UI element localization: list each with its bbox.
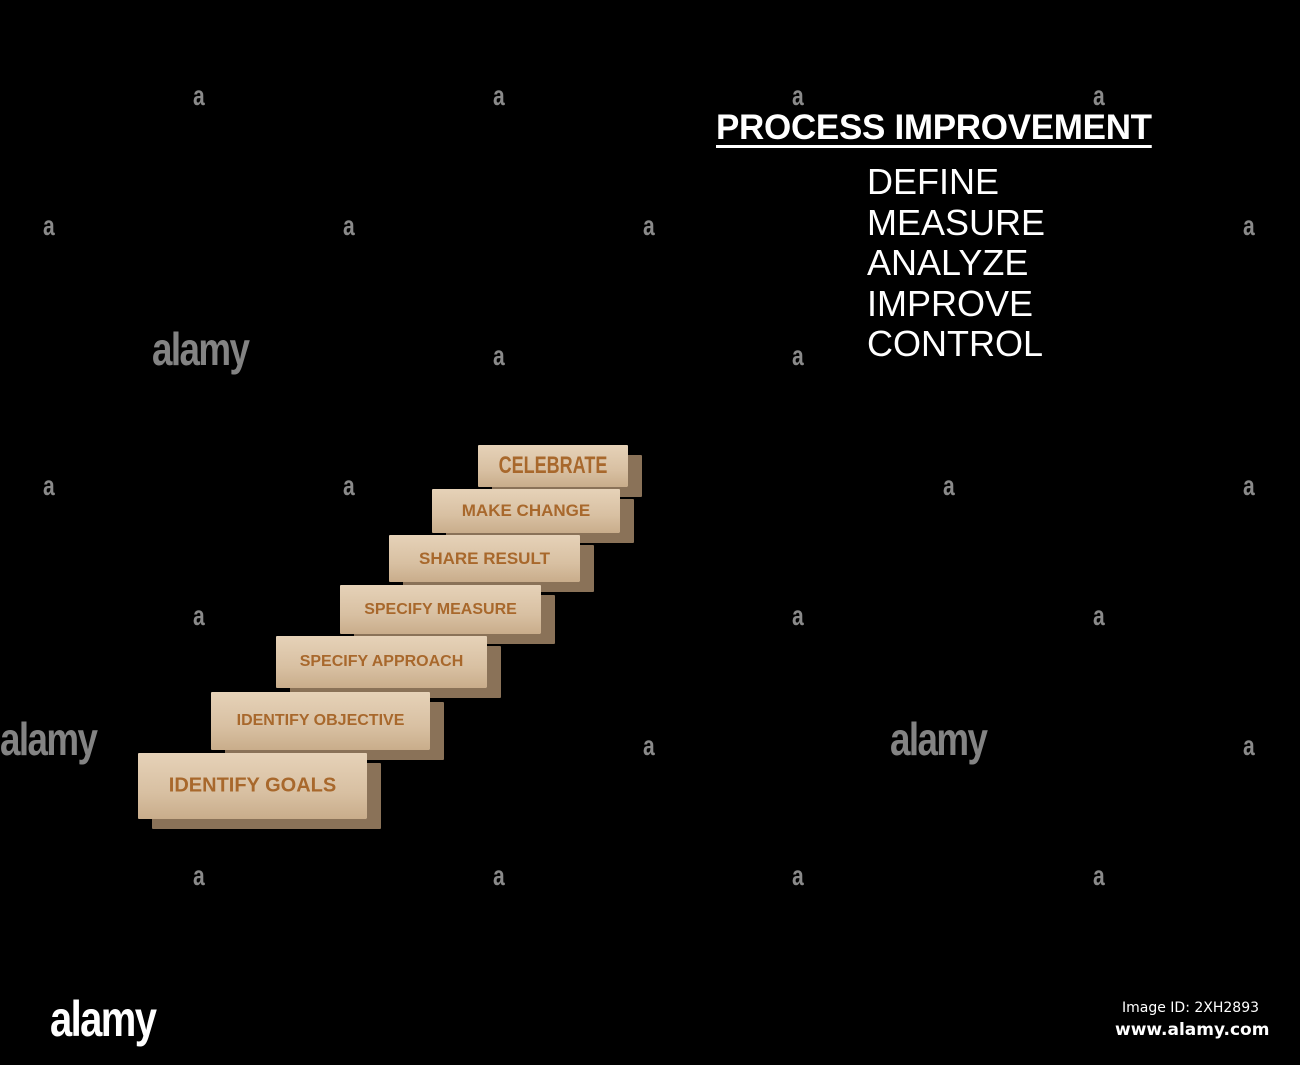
watermark-letter: a: [192, 860, 205, 891]
wooden-block: CELEBRATE: [478, 445, 628, 487]
block-label: MAKE CHANGE: [461, 501, 591, 520]
dmaic-step: MEASURE: [867, 201, 1046, 243]
wooden-block: SPECIFY MEASURE: [340, 585, 541, 634]
alamy-logo: alamy: [50, 991, 157, 1047]
watermark-letter: a: [1092, 80, 1105, 111]
block-label: IDENTIFY OBJECTIVE: [236, 712, 405, 729]
watermark-logo: alamy: [890, 713, 988, 765]
watermark-letter: a: [791, 80, 804, 111]
block-label: SPECIFY MEASURE: [364, 600, 517, 618]
watermark-letter: a: [192, 80, 205, 111]
dmaic-step: DEFINE: [867, 161, 1000, 202]
block-label: SPECIFY APPROACH: [299, 653, 464, 670]
wooden-block: IDENTIFY OBJECTIVE: [211, 692, 430, 750]
watermark-letter: a: [1242, 210, 1255, 241]
block-label: SHARE RESULT: [419, 548, 550, 568]
watermark-letter: a: [642, 730, 655, 761]
watermark-letter: a: [642, 210, 655, 241]
wooden-block: SHARE RESULT: [389, 535, 580, 582]
dmaic-step: ANALYZE: [867, 242, 1029, 283]
watermark-letter: a: [42, 470, 55, 501]
watermark-letter: a: [342, 210, 355, 241]
watermark-letter: a: [791, 860, 804, 891]
watermark-letter: a: [192, 600, 205, 631]
watermark-letter: a: [492, 80, 505, 111]
wooden-block: SPECIFY APPROACH: [276, 636, 487, 688]
watermark-letter: a: [942, 470, 955, 501]
watermark-logo: alamy: [0, 713, 98, 765]
block-label: CELEBRATE: [498, 452, 608, 479]
watermark-letter: a: [1242, 470, 1255, 501]
dmaic-list: DEFINE MEASURE ANALYZE IMPROVE CONTROL: [867, 161, 1046, 365]
site-url: www.alamy.com: [1115, 1020, 1270, 1040]
block-label: IDENTIFY GOALS: [168, 774, 337, 797]
watermark-letter: a: [42, 210, 55, 241]
watermark-letter: a: [1092, 600, 1105, 631]
watermark-letter: a: [1092, 860, 1105, 891]
watermark-letter: a: [1242, 730, 1255, 761]
watermark-letter: a: [791, 340, 804, 371]
watermark-letter: a: [791, 600, 804, 631]
wooden-block: IDENTIFY GOALS: [138, 753, 367, 819]
image-id: Image ID: 2XH2893: [1122, 1000, 1260, 1016]
watermark-letter: a: [342, 470, 355, 501]
wooden-block: MAKE CHANGE: [432, 489, 620, 533]
heading: PROCESS IMPROVEMENT: [716, 108, 1152, 147]
dmaic-step: CONTROL: [867, 323, 1044, 364]
watermark-letter: a: [492, 860, 505, 891]
watermark-logo: alamy: [152, 323, 250, 375]
watermark-letter: a: [492, 340, 505, 371]
dmaic-step: IMPROVE: [867, 282, 1034, 324]
